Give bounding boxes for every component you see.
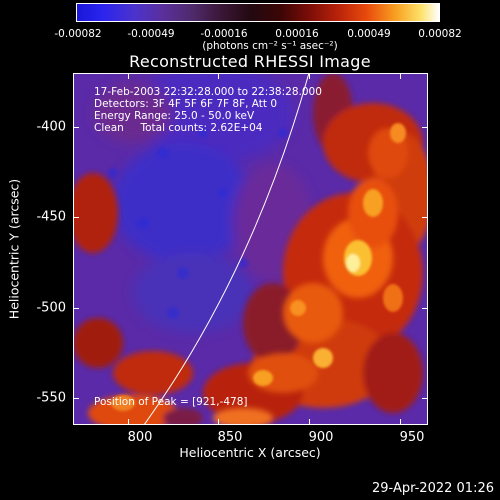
y-tick-label: -400	[36, 119, 66, 135]
axis-tick-mark	[422, 398, 428, 399]
plot-title: Reconstructed RHESSI Image	[129, 52, 371, 71]
x-axis-title: Heliocentric X (arcsec)	[179, 445, 321, 460]
colorbar-tick-label: 0.00016	[275, 28, 319, 40]
axis-tick-mark	[309, 73, 310, 79]
axis-tick-mark	[422, 308, 428, 309]
energy-range-label: Energy Range: 25.0 - 50.0 keV	[94, 110, 255, 122]
axis-tick-mark	[73, 398, 79, 399]
peak-position-label: Position of Peak = [921,-478]	[94, 396, 248, 408]
colorbar-tick-label: -0.00049	[127, 28, 175, 40]
colorbar-tick-label: 0.00082	[418, 28, 462, 40]
solar-limb-line	[143, 73, 310, 425]
y-tick-label: -450	[36, 209, 66, 225]
colorbar-units: (photons cm⁻² s⁻¹ asec⁻²)	[202, 40, 338, 52]
plot-timestamp: 29-Apr-2022 01:26	[372, 481, 494, 496]
colorbar-tick-label: -0.00082	[54, 28, 102, 40]
detectors-label: Detectors: 3F 4F 5F 6F 7F 8F, Att 0	[94, 98, 278, 110]
axis-tick-mark	[73, 217, 79, 218]
axis-tick-mark	[309, 419, 310, 425]
method-counts-label: Clean Total counts: 2.62E+04	[94, 122, 263, 134]
x-tick-label: 850	[217, 430, 243, 445]
colorbar-tick-label: 0.00049	[347, 28, 391, 40]
axis-tick-mark	[218, 73, 219, 79]
axis-tick-mark	[218, 419, 219, 425]
x-tick-label: 800	[127, 430, 153, 445]
time-range-label: 17-Feb-2003 22:32:28.000 to 22:38:28.000	[94, 86, 322, 98]
axis-tick-mark	[128, 73, 129, 79]
y-axis-title: Heliocentric Y (arcsec)	[6, 178, 22, 320]
axis-tick-mark	[422, 217, 428, 218]
rhessi-image	[73, 73, 428, 425]
axis-tick-mark	[422, 127, 428, 128]
x-tick-label: 950	[399, 430, 425, 445]
y-tick-label: -500	[36, 300, 66, 316]
colorbar-tick-label: -0.00016	[200, 28, 248, 40]
axis-tick-mark	[400, 73, 401, 79]
axis-tick-mark	[400, 419, 401, 425]
x-tick-label: 900	[308, 430, 334, 445]
axis-tick-mark	[73, 127, 79, 128]
y-tick-label: -550	[36, 390, 66, 406]
colorbar	[76, 3, 440, 22]
axis-tick-mark	[73, 308, 79, 309]
axis-tick-mark	[128, 419, 129, 425]
image-plot-area	[73, 73, 428, 425]
